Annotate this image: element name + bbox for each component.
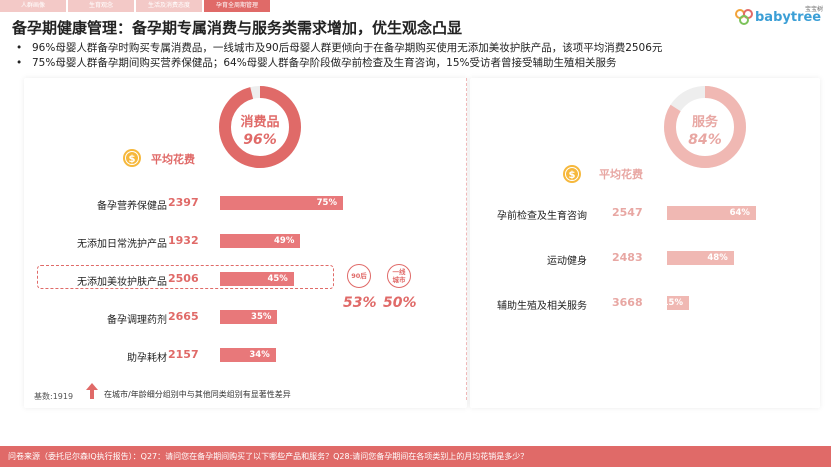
donut-label: 服务	[692, 114, 719, 130]
bullet-text: 96%母婴人群备孕时购买专属消费品，一线城市及90后母婴人群更倾向于在备孕期购买…	[32, 42, 663, 54]
coin-icon: $	[563, 165, 581, 183]
category-label: 无添加美妆护肤产品	[77, 277, 167, 288]
bar: 34%	[220, 348, 276, 362]
legend-note: 在城市/年龄细分组别中与其他同类组别有显著性差异	[104, 390, 291, 399]
badge-90s: 90后	[347, 264, 371, 288]
panel-divider	[466, 78, 467, 400]
summary-bullets: • 96%母婴人群备孕时购买专属消费品，一线城市及90后母婴人群更倾向于在备孕期购…	[16, 41, 662, 71]
category-label: 助孕耗材	[127, 353, 167, 364]
svg-text:$: $	[129, 154, 136, 165]
category-label: 运动健身	[547, 256, 587, 267]
bar-pct-label: 34%	[249, 350, 270, 360]
highlight-pct-90s: 53%	[343, 295, 377, 311]
babytree-logo: 宝宝树 babytree	[735, 4, 825, 26]
avg-spend-value: 1932	[168, 234, 199, 247]
right-donut-chart: 服务 84%	[664, 86, 746, 168]
category-label: 辅助生殖及相关服务	[497, 301, 587, 312]
donut-pct: 84%	[688, 132, 722, 148]
bar-pct-label: 45%	[267, 274, 288, 284]
tab-persona[interactable]: 人群画像	[0, 0, 66, 12]
highlight-pct-tier1: 50%	[383, 295, 417, 311]
right-panel	[470, 78, 820, 408]
bar: 35%	[220, 310, 278, 324]
bar: 15%	[663, 296, 689, 310]
avg-spend-value: 2157	[168, 348, 199, 361]
bar: 64%	[667, 206, 756, 220]
bullet-text: 75%母婴人群备孕期间购买营养保健品；64%母婴人群备孕阶段做孕前检查及生育咨询…	[32, 57, 617, 69]
bar: 75%	[220, 196, 343, 210]
footer-source: 问卷来源（委托尼尔森IQ执行报告）：Q27：请问您在备孕期间购买了以下哪些产品和…	[0, 446, 831, 467]
bar-pct-label: 48%	[707, 253, 728, 263]
avg-spend-value: 2506	[168, 272, 199, 285]
category-label: 备孕营养保健品	[97, 201, 167, 212]
up-arrow-icon	[86, 383, 98, 399]
avg-spend-value: 2665	[168, 310, 199, 323]
bullet-item: • 96%母婴人群备孕时购买专属消费品，一线城市及90后母婴人群更倾向于在备孕期购…	[16, 41, 662, 56]
donut-pct: 96%	[243, 132, 277, 148]
tab-pregnancy-cycle[interactable]: 孕育全周期管理	[204, 0, 270, 12]
tab-fertility-views[interactable]: 生育观念	[68, 0, 134, 12]
badge-tier1-city: 一线 城市	[387, 264, 411, 288]
left-donut-chart: 消费品 96%	[219, 86, 301, 168]
avg-spend-value: 2483	[612, 251, 643, 264]
category-label: 孕前检查及生育咨询	[497, 211, 587, 222]
highlight-box	[37, 265, 334, 289]
donut-arc	[664, 86, 746, 168]
page-title: 备孕期健康管理：备孕期专属消费与服务类需求增加，优生观念凸显	[12, 19, 463, 37]
category-label: 备孕调理药剂	[107, 315, 167, 326]
bullet-item: • 75%母婴人群备孕期间购买营养保健品；64%母婴人群备孕阶段做孕前检查及生育咨…	[16, 56, 662, 71]
bar: 49%	[220, 234, 301, 248]
coin-icon: $	[123, 149, 141, 167]
logo-en-text: babytree	[755, 10, 822, 25]
avg-spend-value: 3668	[612, 296, 643, 309]
bar-pct-label: 75%	[316, 198, 337, 208]
avg-spend-value: 2547	[612, 206, 643, 219]
right-avg-label: 平均花费	[599, 168, 643, 181]
donut-arc	[219, 86, 301, 168]
top-tabs: 人群画像 生育观念 生活及消费态度 孕育全周期管理	[0, 0, 270, 12]
left-avg-label: 平均花费	[151, 153, 195, 166]
tab-lifestyle[interactable]: 生活及消费态度	[136, 0, 202, 12]
bar: 48%	[667, 251, 734, 265]
logo-icon	[735, 9, 753, 25]
logo-cn-text: 宝宝树	[804, 6, 823, 13]
donut-label: 消费品	[240, 114, 279, 130]
bar: 45%	[220, 272, 294, 286]
bullet-dot: •	[16, 42, 23, 54]
bar-pct-label: 49%	[274, 236, 295, 246]
category-label: 无添加日常洗护产品	[77, 239, 167, 250]
bar-pct-label: 15%	[662, 298, 683, 308]
avg-spend-value: 2397	[168, 196, 199, 209]
bullet-dot: •	[16, 57, 23, 69]
bar-pct-label: 35%	[251, 312, 272, 322]
svg-text:$: $	[569, 170, 576, 181]
base-count: 基数:1919	[34, 392, 74, 401]
bar-pct-label: 64%	[729, 208, 750, 218]
